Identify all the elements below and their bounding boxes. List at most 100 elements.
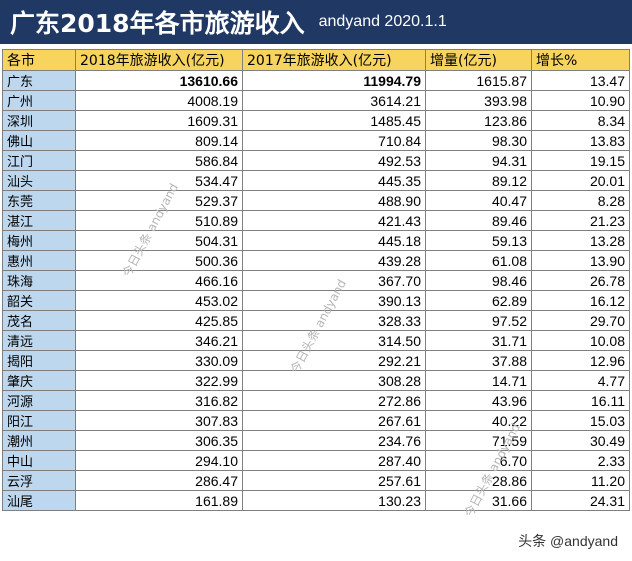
header-city: 各市 [2, 49, 76, 71]
cell-city: 广州 [2, 90, 76, 111]
cell-city: 茂名 [2, 310, 76, 331]
cell-2018-income: 1609.31 [75, 110, 243, 131]
cell-increment: 28.86 [425, 470, 532, 491]
table-header-row: 各市 2018年旅游收入(亿元) 2017年旅游收入(亿元) 增量(亿元) 增长… [2, 49, 630, 71]
cell-2017-income: 421.43 [242, 210, 426, 231]
table-row: 汕头 534.47 445.35 89.12 20.01 [2, 170, 630, 191]
cell-2017-income: 267.61 [242, 410, 426, 431]
table-row: 珠海 466.16 367.70 98.46 26.78 [2, 270, 630, 291]
cell-growth: 10.08 [531, 330, 630, 351]
page-title: 广东2018年各市旅游收入 [10, 9, 305, 38]
cell-city: 揭阳 [2, 350, 76, 371]
table-row: 东莞 529.37 488.90 40.47 8.28 [2, 190, 630, 211]
cell-city: 汕头 [2, 170, 76, 191]
cell-2017-income: 3614.21 [242, 90, 426, 111]
table-row: 云浮 286.47 257.61 28.86 11.20 [2, 470, 630, 491]
cell-city: 汕尾 [2, 490, 76, 511]
cell-growth: 13.28 [531, 230, 630, 251]
cell-growth: 10.90 [531, 90, 630, 111]
cell-city: 肇庆 [2, 370, 76, 391]
cell-city: 云浮 [2, 470, 76, 491]
cell-growth: 4.77 [531, 370, 630, 391]
cell-increment: 6.70 [425, 450, 532, 471]
header-2018-income: 2018年旅游收入(亿元) [75, 49, 243, 71]
cell-increment: 89.46 [425, 210, 532, 231]
table-row: 韶关 453.02 390.13 62.89 16.12 [2, 290, 630, 311]
cell-2018-income: 294.10 [75, 450, 243, 471]
cell-growth: 13.47 [531, 70, 630, 91]
table-row: 茂名 425.85 328.33 97.52 29.70 [2, 310, 630, 331]
cell-2018-income: 161.89 [75, 490, 243, 511]
cell-2017-income: 710.84 [242, 130, 426, 151]
cell-growth: 16.11 [531, 390, 630, 411]
cell-increment: 62.89 [425, 290, 532, 311]
cell-growth: 11.20 [531, 470, 630, 491]
table-body: 广东 13610.66 11994.79 1615.87 13.47 广州 4008.19 3… [2, 70, 630, 511]
cell-city: 清远 [2, 330, 76, 351]
page-subtitle: andyand 2020.1.1 [318, 13, 447, 30]
table-row: 深圳 1609.31 1485.45 123.86 8.34 [2, 110, 630, 131]
cell-2017-income: 11994.79 [242, 70, 426, 91]
table-row: 佛山 809.14 710.84 98.30 13.83 [2, 130, 630, 151]
cell-growth: 2.33 [531, 450, 630, 471]
table-row: 湛江 510.89 421.43 89.46 21.23 [2, 210, 630, 231]
cell-increment: 14.71 [425, 370, 532, 391]
cell-growth: 29.70 [531, 310, 630, 331]
cell-2017-income: 314.50 [242, 330, 426, 351]
cell-city: 潮州 [2, 430, 76, 451]
table-row: 河源 316.82 272.86 43.96 16.11 [2, 390, 630, 411]
cell-city: 珠海 [2, 270, 76, 291]
cell-2017-income: 488.90 [242, 190, 426, 211]
cell-2018-income: 500.36 [75, 250, 243, 271]
cell-2017-income: 292.21 [242, 350, 426, 371]
cell-2017-income: 328.33 [242, 310, 426, 331]
cell-growth: 12.96 [531, 350, 630, 371]
cell-2018-income: 534.47 [75, 170, 243, 191]
cell-growth: 8.28 [531, 190, 630, 211]
cell-2018-income: 529.37 [75, 190, 243, 211]
table-row: 梅州 504.31 445.18 59.13 13.28 [2, 230, 630, 251]
cell-2018-income: 307.83 [75, 410, 243, 431]
table-row: 清远 346.21 314.50 31.71 10.08 [2, 330, 630, 351]
table-row: 揭阳 330.09 292.21 37.88 12.96 [2, 350, 630, 371]
cell-increment: 40.22 [425, 410, 532, 431]
cell-city: 中山 [2, 450, 76, 471]
table-row: 中山 294.10 287.40 6.70 2.33 [2, 450, 630, 471]
cell-increment: 43.96 [425, 390, 532, 411]
cell-2018-income: 425.85 [75, 310, 243, 331]
cell-2017-income: 272.86 [242, 390, 426, 411]
cell-2017-income: 1485.45 [242, 110, 426, 131]
cell-2017-income: 445.35 [242, 170, 426, 191]
cell-2017-income: 445.18 [242, 230, 426, 251]
cell-growth: 30.49 [531, 430, 630, 451]
cell-increment: 71.59 [425, 430, 532, 451]
cell-growth: 26.78 [531, 270, 630, 291]
header-increment: 增量(亿元) [425, 49, 532, 71]
table-row: 肇庆 322.99 308.28 14.71 4.77 [2, 370, 630, 391]
title-bar: 广东2018年各市旅游收入 andyand 2020.1.1 [0, 0, 632, 44]
cell-increment: 1615.87 [425, 70, 532, 91]
cell-2017-income: 308.28 [242, 370, 426, 391]
cell-increment: 94.31 [425, 150, 532, 171]
cell-2018-income: 4008.19 [75, 90, 243, 111]
table-row: 江门 586.84 492.53 94.31 19.15 [2, 150, 630, 171]
cell-city: 韶关 [2, 290, 76, 311]
cell-2018-income: 13610.66 [75, 70, 243, 91]
cell-increment: 89.12 [425, 170, 532, 191]
cell-increment: 123.86 [425, 110, 532, 131]
cell-growth: 19.15 [531, 150, 630, 171]
table-row: 广州 4008.19 3614.21 393.98 10.90 [2, 90, 630, 111]
cell-2018-income: 346.21 [75, 330, 243, 351]
watermark-bottom: 头条 @andyand [518, 533, 618, 549]
cell-2018-income: 306.35 [75, 430, 243, 451]
cell-increment: 98.46 [425, 270, 532, 291]
table-row: 阳江 307.83 267.61 40.22 15.03 [2, 410, 630, 431]
cell-growth: 24.31 [531, 490, 630, 511]
cell-2017-income: 367.70 [242, 270, 426, 291]
cell-city: 东莞 [2, 190, 76, 211]
cell-city: 阳江 [2, 410, 76, 431]
cell-2017-income: 130.23 [242, 490, 426, 511]
cell-growth: 16.12 [531, 290, 630, 311]
cell-growth: 20.01 [531, 170, 630, 191]
cell-city: 惠州 [2, 250, 76, 271]
